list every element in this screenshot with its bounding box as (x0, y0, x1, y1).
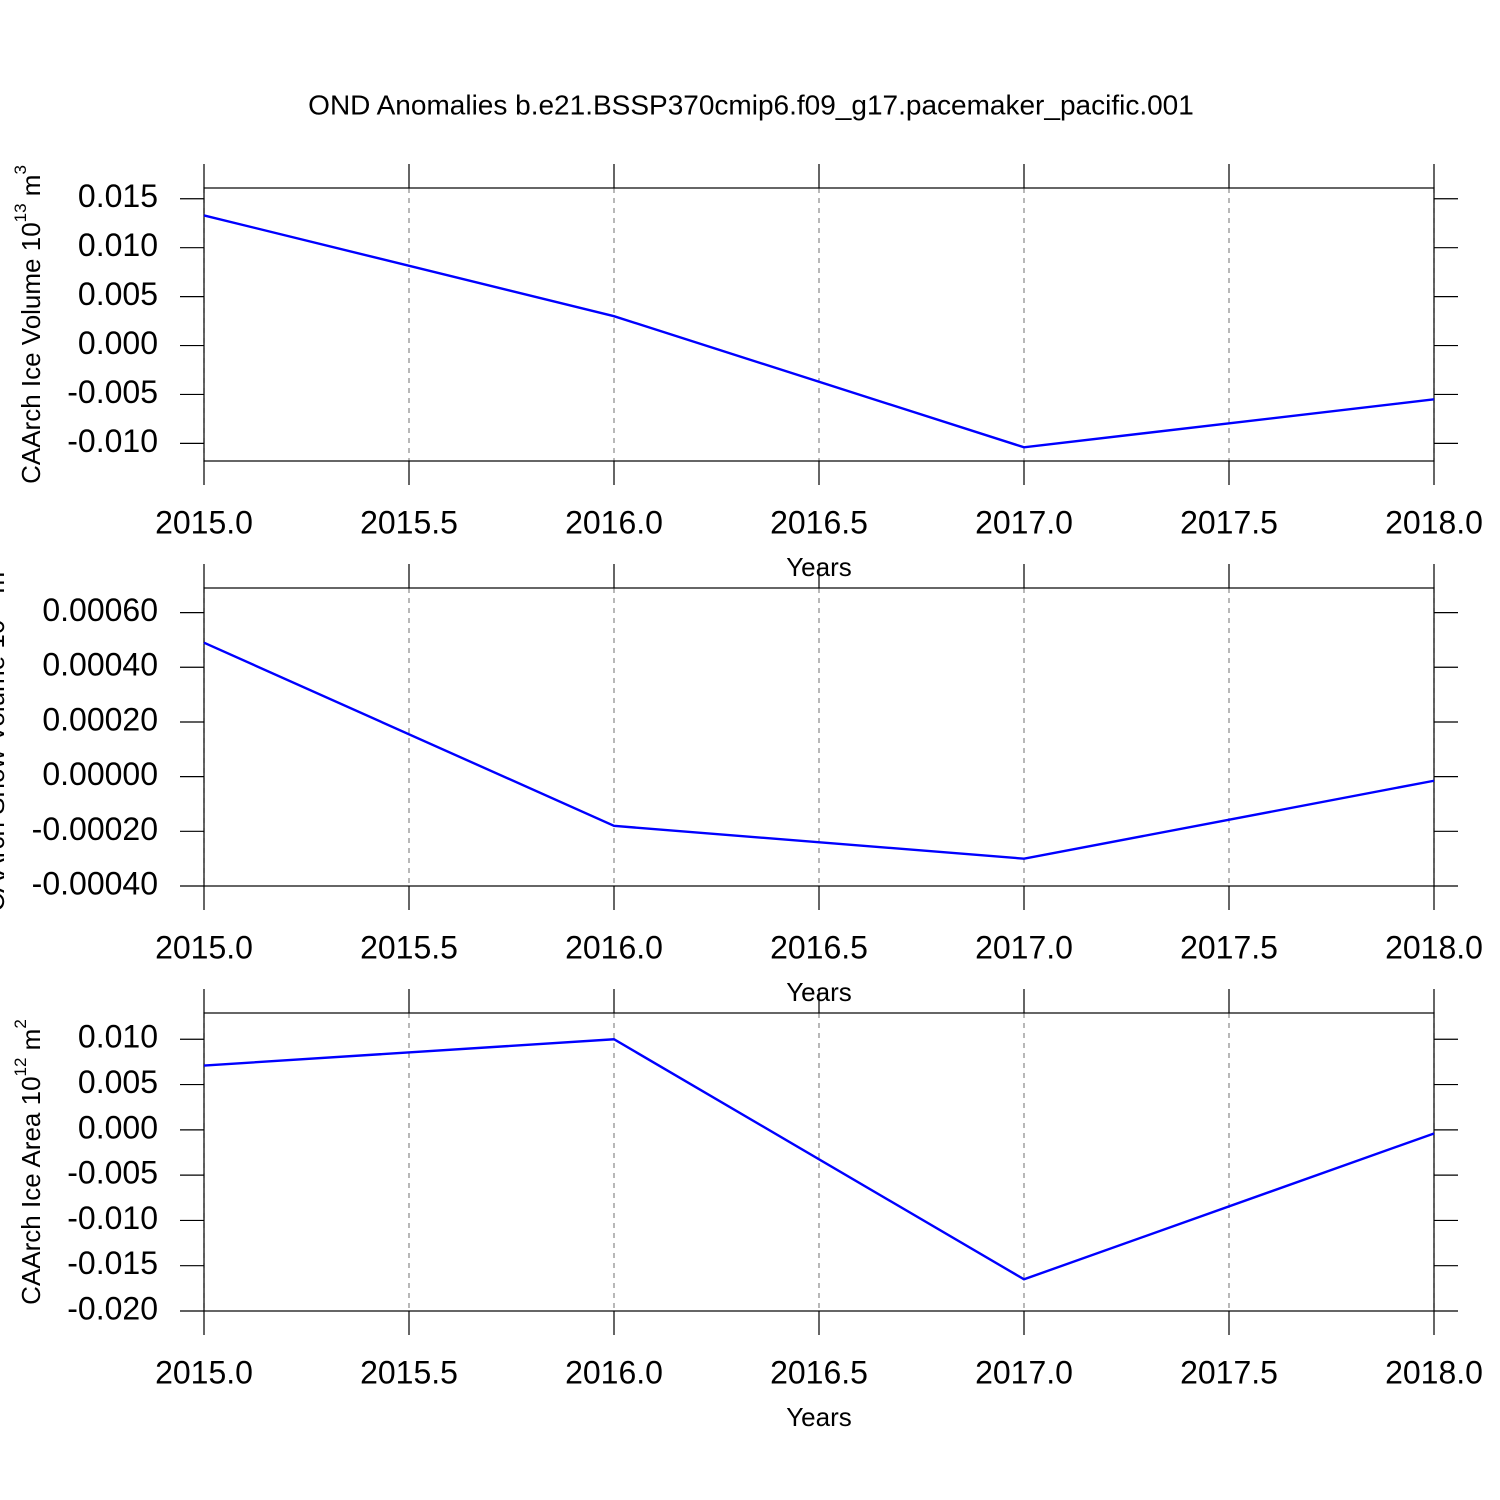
x-tick-label: 2018.0 (1385, 1354, 1483, 1390)
x-tick-label: 2015.0 (155, 929, 253, 965)
y-tick-label: 0.00060 (42, 592, 158, 628)
data-line (203, 214, 1435, 449)
y-tick-label: -0.015 (67, 1245, 158, 1281)
y-tick-label: -0.010 (67, 1200, 158, 1236)
y-tick-label: 0.000 (78, 325, 158, 361)
x-tick-label: 2016.0 (565, 504, 663, 540)
y-tick-label: -0.005 (67, 1155, 158, 1191)
x-tick-label: 2015.5 (360, 929, 458, 965)
y-tick-label: -0.020 (67, 1290, 158, 1326)
x-tick-label: 2015.0 (155, 504, 253, 540)
plot-frame (203, 1012, 1435, 1312)
y-axis-label-part: m (0, 572, 10, 601)
y-axis-label-part: CAArch Ice Area 10 (16, 1076, 46, 1304)
x-axis-label: Years (786, 1402, 852, 1432)
y-tick-label: 0.005 (78, 276, 158, 312)
y-tick-label: -0.010 (67, 423, 158, 459)
y-tick-label: -0.00020 (32, 811, 158, 847)
y-tick-label: -0.005 (67, 374, 158, 410)
x-tick-label: 2015.5 (360, 504, 458, 540)
y-tick-label: 0.015 (78, 178, 158, 214)
x-tick-label: 2018.0 (1385, 504, 1483, 540)
plot-frame (203, 587, 1435, 887)
x-tick-label: 2017.5 (1180, 1354, 1278, 1390)
y-tick-label: 0.00020 (42, 701, 158, 737)
y-tick-label: 0.005 (78, 1064, 158, 1100)
y-tick-label: -0.00040 (32, 865, 158, 901)
y-axis-label-part: m (16, 1029, 46, 1058)
x-tick-label: 2015.0 (155, 1354, 253, 1390)
x-tick-label: 2016.5 (770, 1354, 868, 1390)
x-tick-label: 2017.5 (1180, 929, 1278, 965)
y-tick-label: 0.00000 (42, 756, 158, 792)
y-tick-label: 0.00040 (42, 647, 158, 683)
y-axis-label-part: CAArch Ice Volume 10 (16, 222, 46, 484)
data-line (203, 1038, 1435, 1281)
y-tick-label: 0.000 (78, 1109, 158, 1145)
y-tick-label: 0.010 (78, 1019, 158, 1055)
y-axis-label: CAArch Ice Volume 1013 m3 (11, 165, 45, 484)
x-tick-label: 2015.5 (360, 1354, 458, 1390)
y-axis-label: CAArch Snow Volume 1013 m3 (0, 562, 10, 911)
x-tick-label: 2016.0 (565, 1354, 663, 1390)
x-tick-label: 2016.0 (565, 929, 663, 965)
y-axis-label-superscript: 12 (11, 1058, 30, 1077)
y-axis-label-superscript: 13 (11, 203, 30, 222)
y-axis-label-part: m (16, 175, 46, 204)
x-tick-label: 2017.5 (1180, 504, 1278, 540)
x-tick-label: 2017.0 (975, 929, 1073, 965)
y-tick-label: 0.010 (78, 227, 158, 263)
x-tick-label: 2017.0 (975, 1354, 1073, 1390)
y-axis-label: CAArch Ice Area 1012 m2 (11, 1019, 45, 1305)
x-tick-label: 2017.0 (975, 504, 1073, 540)
x-tick-label: 2016.5 (770, 929, 868, 965)
y-axis-label-part: CAArch Snow Volume 10 (0, 620, 10, 912)
figure-title: OND Anomalies b.e21.BSSP370cmip6.f09_g17… (308, 89, 1194, 120)
y-axis-label-superscript: 3 (11, 165, 30, 174)
x-tick-label: 2016.5 (770, 504, 868, 540)
plot-frame (203, 187, 1435, 462)
data-line (203, 641, 1435, 860)
x-tick-label: 2018.0 (1385, 929, 1483, 965)
y-axis-label-superscript: 2 (11, 1019, 30, 1028)
